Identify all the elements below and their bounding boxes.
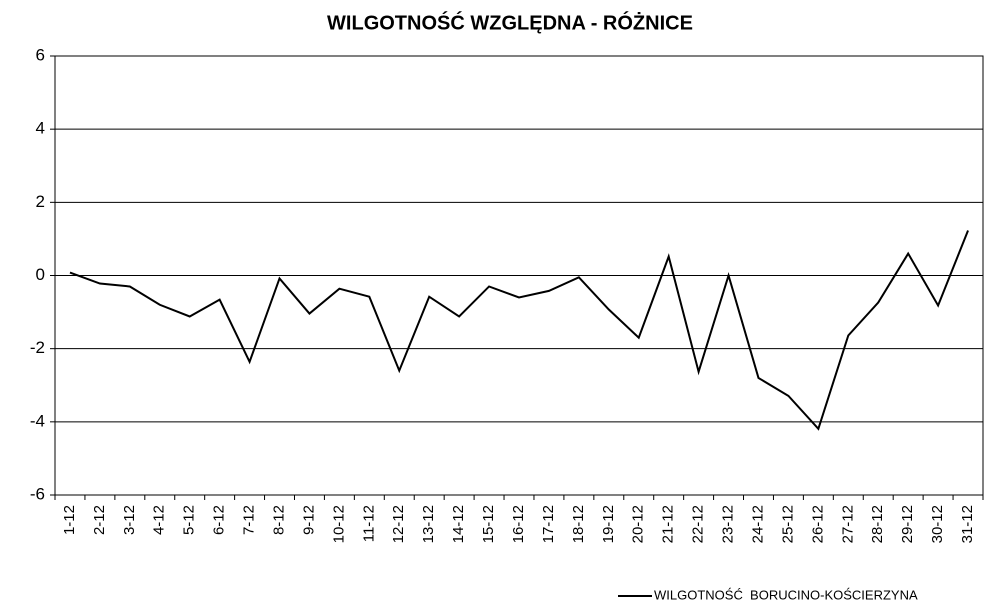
legend-label: WILGOTNOŚĆ BORUCINO-KOŚCIERZYNA	[654, 587, 918, 602]
x-tick-label: 26-12	[809, 505, 826, 543]
x-tick-label: 27-12	[839, 505, 856, 543]
y-tick-label: -4	[30, 411, 45, 430]
x-tick-label: 23-12	[720, 505, 737, 543]
x-tick-label: 15-12	[480, 505, 497, 543]
x-tick-label: 24-12	[749, 505, 766, 543]
x-tick-label: 28-12	[869, 505, 886, 543]
x-tick-label: 12-12	[390, 505, 407, 543]
x-tick-label: 1-12	[61, 505, 78, 535]
y-tick-label: 4	[36, 119, 45, 138]
x-tick-label: 14-12	[450, 505, 467, 543]
x-tick-label: 9-12	[300, 505, 317, 535]
x-tick-label: 19-12	[600, 505, 617, 543]
x-tick-label: 13-12	[420, 505, 437, 543]
y-tick-label: 0	[36, 265, 45, 284]
x-tick-label: 11-12	[360, 505, 377, 542]
y-tick-label: -2	[30, 338, 45, 357]
x-tick-label: 6-12	[211, 505, 228, 535]
x-tick-label: 18-12	[570, 505, 587, 543]
x-tick-label: 29-12	[899, 505, 916, 543]
x-tick-label: 2-12	[91, 505, 108, 535]
x-tick-label: 16-12	[510, 505, 527, 543]
x-tick-label: 8-12	[270, 505, 287, 535]
x-tick-label: 20-12	[630, 505, 647, 543]
data-line	[69, 230, 969, 431]
x-tick-label: 30-12	[929, 505, 946, 543]
x-tick-label: 17-12	[540, 505, 557, 543]
y-tick-label: 2	[36, 192, 45, 211]
x-tick-label: 31-12	[959, 505, 976, 543]
x-tick-label: 25-12	[779, 505, 796, 543]
x-tick-label: 22-12	[690, 505, 707, 543]
x-tick-label: 5-12	[181, 505, 198, 535]
x-tick-label: 4-12	[151, 505, 168, 535]
x-tick-label: 21-12	[660, 505, 677, 543]
chart-title: WILGOTNOŚĆ WZGLĘDNA - RÓŻNICE	[327, 10, 693, 34]
x-tick-label: 10-12	[330, 505, 347, 543]
x-tick-label: 7-12	[241, 505, 258, 535]
x-tick-label: 3-12	[121, 505, 138, 535]
y-tick-label: 6	[36, 45, 45, 64]
y-tick-label: -6	[30, 484, 45, 503]
